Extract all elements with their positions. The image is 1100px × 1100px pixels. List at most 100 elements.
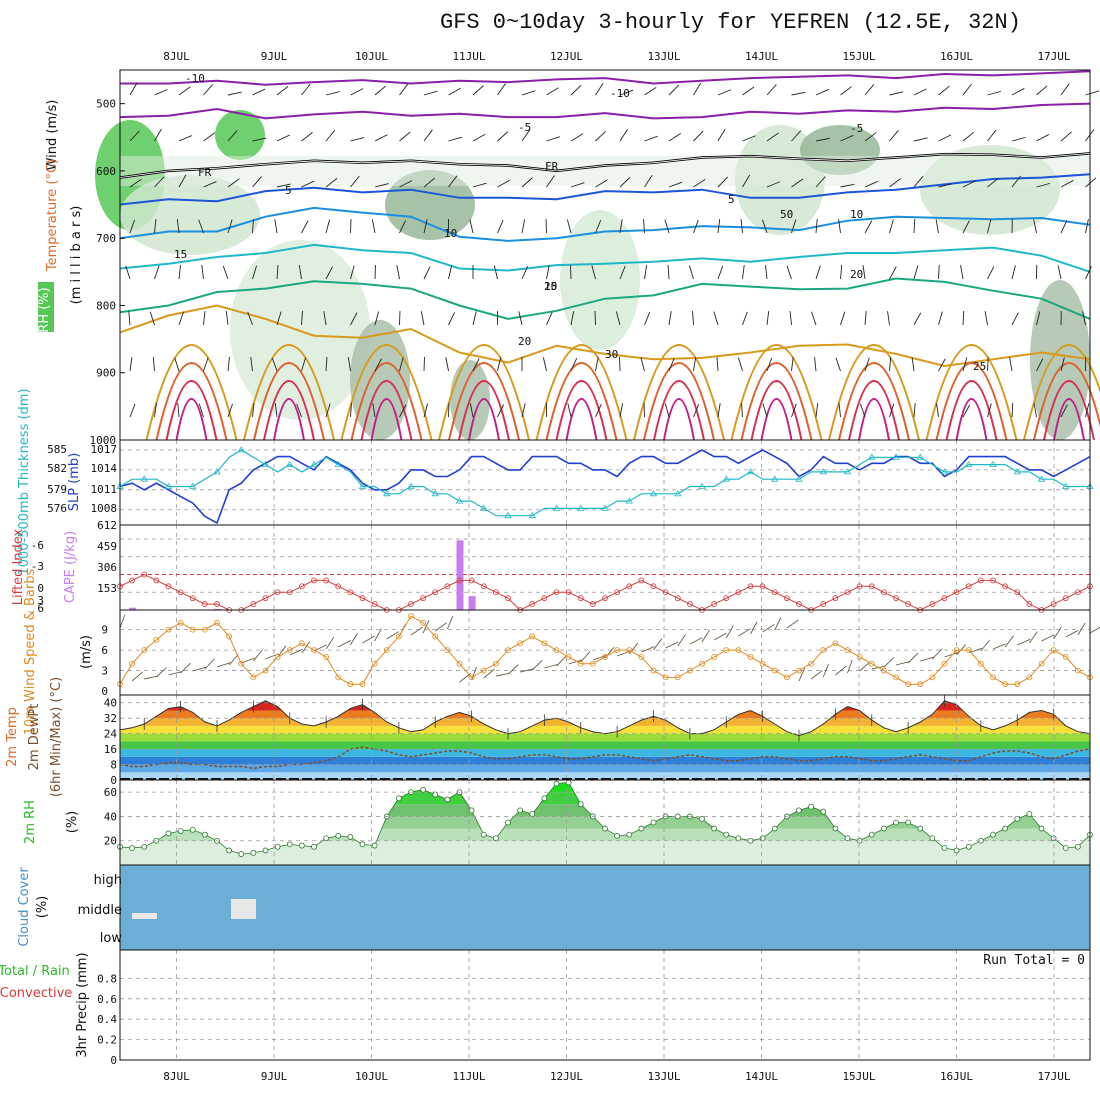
- x-tick-label-bottom: 17JUL: [1037, 1070, 1070, 1083]
- wind-barb: [469, 403, 474, 418]
- surface-wind-barb: [313, 644, 327, 652]
- thickness-marker: [649, 490, 658, 497]
- wind-barb: [497, 179, 510, 188]
- thickness-marker: [698, 482, 706, 489]
- wind-barb: [938, 311, 943, 326]
- surface-wind-barb: [980, 639, 991, 652]
- surface-temperature-contour: [740, 362, 813, 441]
- thickness-marker: [261, 460, 270, 467]
- thickness-marker: [455, 497, 464, 504]
- rh-marker: [832, 825, 839, 832]
- contour-label: 20: [850, 268, 863, 281]
- temp-band: [120, 764, 1090, 773]
- wind-barb: [962, 310, 965, 326]
- lifted-index-marker: [577, 595, 584, 602]
- lifted-index-marker: [783, 595, 790, 602]
- wind-barb: [350, 175, 360, 188]
- wind-barb: [448, 136, 463, 142]
- thickness-marker: [1062, 482, 1070, 489]
- rh-marker: [395, 795, 402, 802]
- wind-barb: [1011, 402, 1014, 418]
- surface-temperature-contour: [468, 398, 500, 441]
- wind-barb: [742, 174, 751, 188]
- wind-barb: [668, 181, 683, 188]
- thickness-tick-label: 582: [47, 462, 67, 475]
- wind-barb: [619, 129, 629, 142]
- wind-tick-label: 0: [101, 685, 108, 698]
- wind-barb: [840, 134, 854, 142]
- wind-barb: [862, 265, 866, 280]
- rh-marker: [492, 835, 499, 842]
- rh-marker: [553, 780, 560, 787]
- wind-speed-marker: [602, 654, 608, 660]
- rh-marker: [541, 795, 548, 802]
- surface-temperature-contour: [935, 362, 1008, 441]
- lifted-index-marker: [189, 595, 196, 602]
- thickness-marker: [722, 475, 730, 482]
- wind-barb: [840, 311, 846, 326]
- lifted-index-marker: [820, 601, 827, 607]
- wind-barb: [152, 357, 155, 372]
- wind-speed-marker: [917, 681, 924, 688]
- lifted-index-marker: [1062, 595, 1069, 602]
- wind-barb: [225, 311, 229, 326]
- wind-barb: [987, 90, 1002, 96]
- wind-barb: [276, 183, 291, 188]
- dewpoint-label: 2m DewPt: [27, 704, 42, 771]
- thickness-marker: [189, 482, 197, 489]
- wind-barb: [692, 311, 694, 326]
- surface-temperature-contour: [263, 380, 315, 441]
- cape-bar: [456, 540, 464, 610]
- rh-marker: [286, 841, 293, 848]
- wind-barb: [1009, 357, 1013, 372]
- wind-barb: [445, 357, 449, 372]
- wind-speed-marker: [480, 667, 487, 674]
- wind-barb: [619, 89, 634, 96]
- temp-line: [119, 700, 1091, 737]
- rh-marker: [129, 845, 136, 851]
- rh-marker: [917, 825, 924, 832]
- wind-barb: [889, 129, 899, 142]
- wind-barb: [301, 311, 303, 326]
- wind-barb: [960, 265, 964, 280]
- wind-barb: [717, 265, 724, 280]
- lifted-index-marker: [177, 589, 184, 596]
- rh-marker: [201, 831, 208, 838]
- lifted-index-marker: [323, 577, 330, 584]
- wind-barb: [962, 220, 970, 234]
- rh-marker: [614, 832, 621, 839]
- wind-barb: [252, 403, 255, 418]
- rh-marker: [1038, 825, 1045, 832]
- rh-marker: [1074, 843, 1081, 850]
- surface-temperature-contour: [555, 380, 608, 441]
- wind-speed-marker: [129, 660, 136, 667]
- wind-barb: [247, 311, 253, 326]
- wind-barb: [497, 220, 504, 234]
- wind-barb: [766, 311, 770, 326]
- wind-speed-marker: [311, 647, 317, 653]
- x-tick-label-top: 15JUL: [842, 50, 875, 63]
- thickness-marker: [1037, 475, 1046, 482]
- wind-barb: [766, 357, 773, 372]
- wind-speed-marker: [626, 647, 633, 653]
- wind-barb: [129, 403, 136, 418]
- wind-barb: [938, 183, 953, 188]
- contour-label: 10: [850, 208, 863, 221]
- rh-marker: [638, 825, 645, 832]
- wind-barb: [815, 219, 818, 234]
- wind-barb: [815, 176, 826, 188]
- wind-barb: [595, 357, 599, 372]
- rh-marker: [371, 842, 378, 849]
- precip-label: 3hr Precip (mm): [75, 952, 90, 1057]
- wind-barb: [374, 311, 380, 326]
- wind-speed-marker: [262, 667, 269, 674]
- thickness-marker: [237, 446, 245, 453]
- minmax-label: (6hr Min/Max) (°C): [49, 677, 64, 797]
- wind-speed-marker: [359, 681, 366, 688]
- surface-temperature-contour: [1043, 380, 1095, 441]
- surface-temperature-contour: [458, 380, 510, 441]
- surface-wind-barb: [216, 662, 231, 668]
- rh-marker: [1026, 811, 1033, 817]
- rh-marker: [226, 847, 233, 854]
- wind-barb: [1011, 88, 1025, 96]
